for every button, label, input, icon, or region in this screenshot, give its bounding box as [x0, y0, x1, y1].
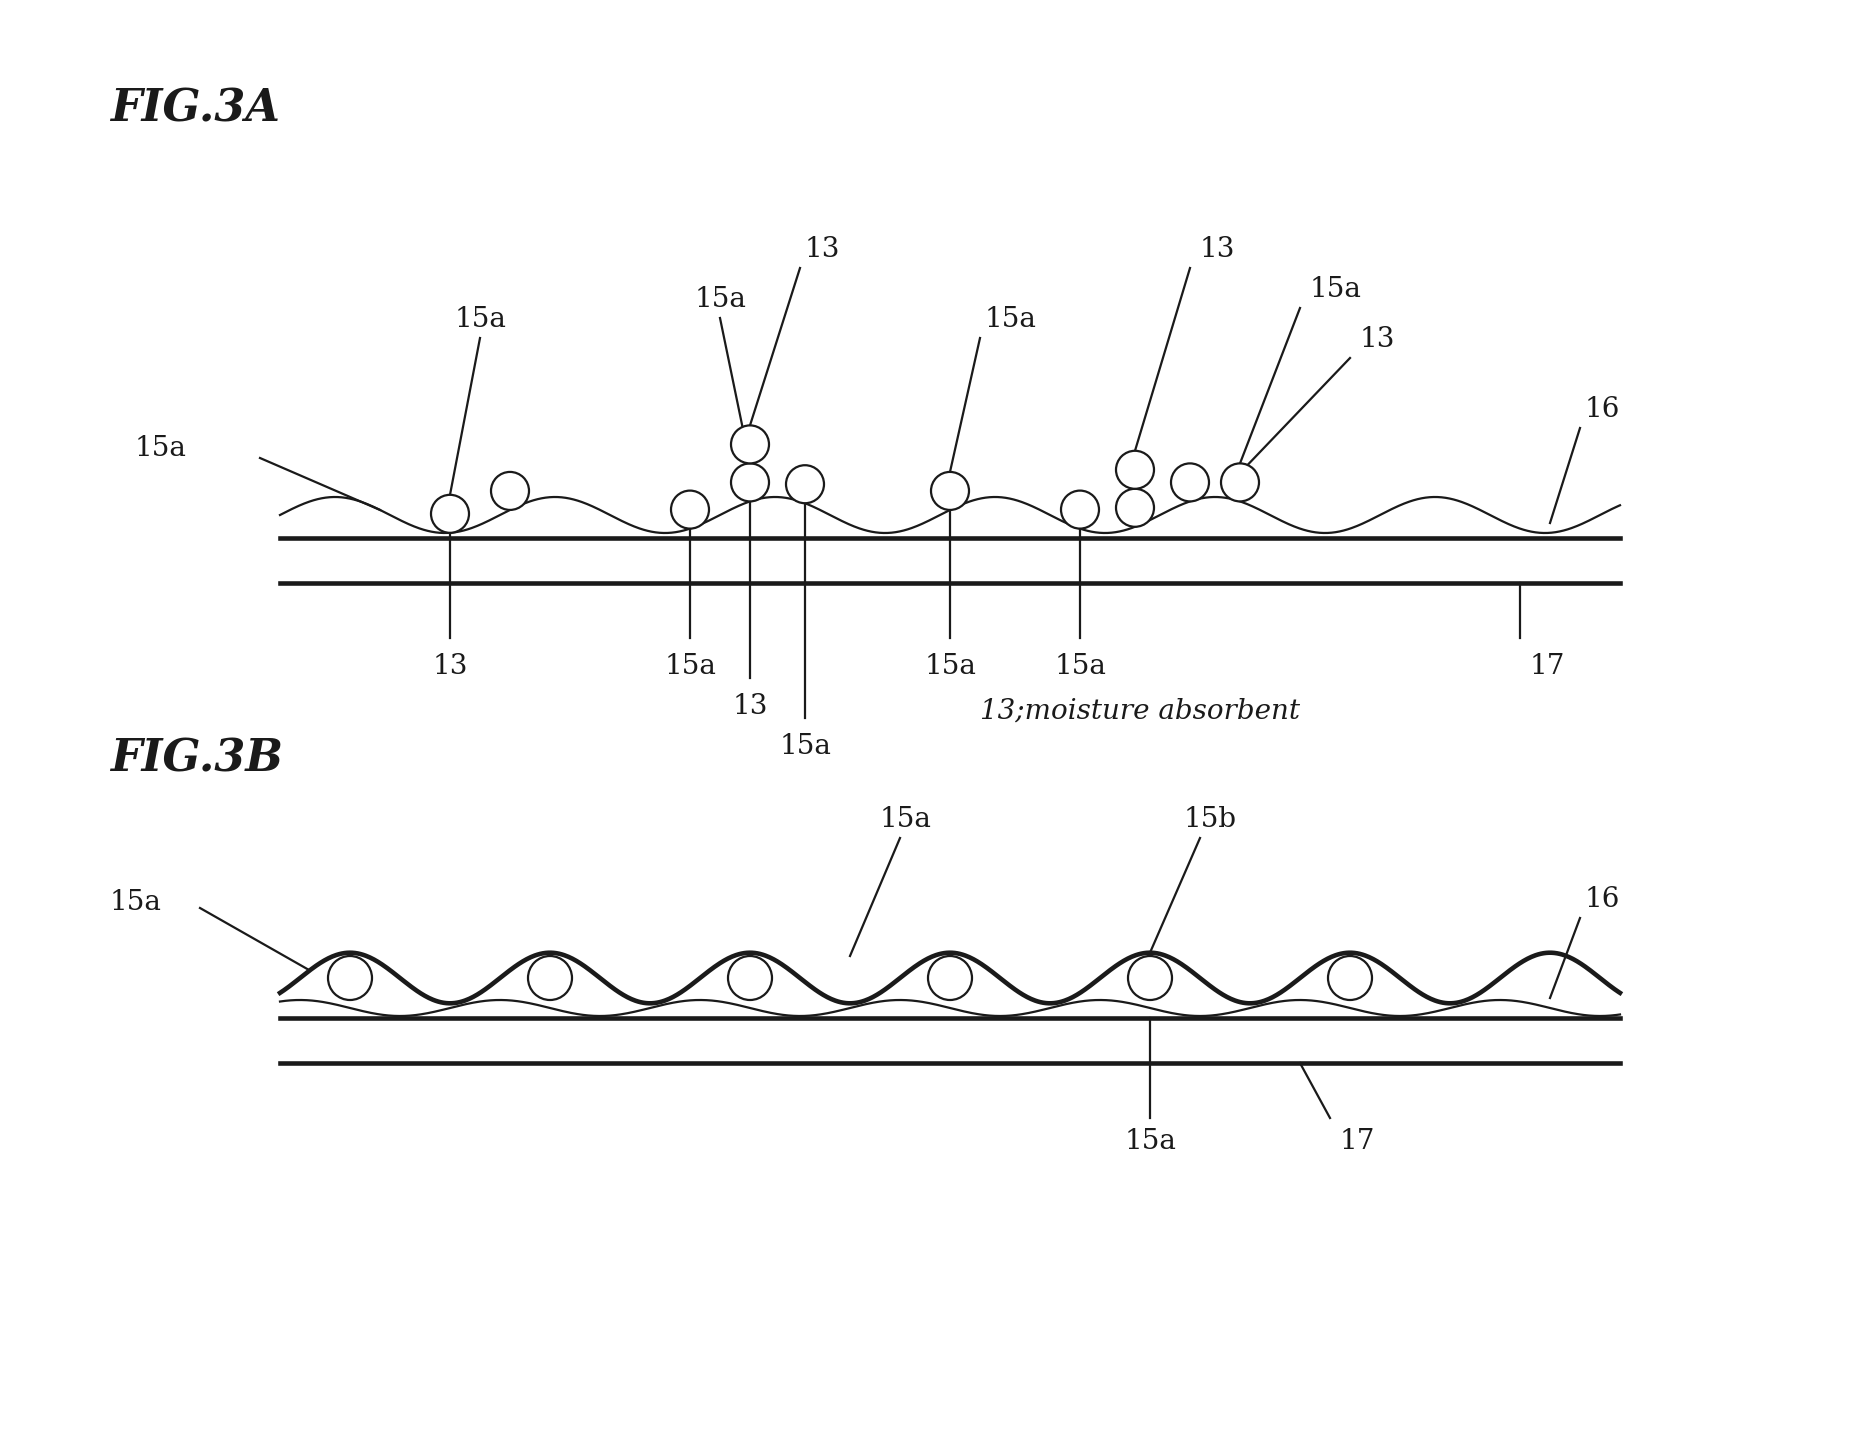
Text: 15a: 15a: [454, 306, 506, 334]
Text: 15a: 15a: [780, 733, 832, 761]
Circle shape: [1128, 956, 1172, 999]
Circle shape: [728, 956, 772, 999]
Text: 15a: 15a: [1124, 1127, 1176, 1155]
Circle shape: [1061, 490, 1100, 529]
Circle shape: [1171, 463, 1210, 502]
Circle shape: [929, 956, 971, 999]
Circle shape: [731, 426, 769, 463]
Text: 15a: 15a: [694, 286, 746, 313]
Circle shape: [328, 956, 372, 999]
Text: FIG.3B: FIG.3B: [110, 738, 283, 781]
Circle shape: [785, 466, 824, 503]
Text: 16: 16: [1586, 395, 1621, 423]
Text: 15a: 15a: [1310, 276, 1362, 303]
Text: 15a: 15a: [136, 434, 186, 462]
Circle shape: [1329, 956, 1372, 999]
Text: 16: 16: [1586, 886, 1621, 913]
Circle shape: [1221, 463, 1260, 502]
Text: 15a: 15a: [984, 306, 1037, 334]
Text: 15a: 15a: [110, 890, 162, 916]
Circle shape: [1117, 450, 1154, 489]
Text: FIG.3A: FIG.3A: [110, 88, 279, 131]
Text: 15a: 15a: [1053, 653, 1105, 680]
Text: 13: 13: [1360, 326, 1396, 352]
Text: 15a: 15a: [878, 807, 930, 833]
Text: 15a: 15a: [925, 653, 975, 680]
Circle shape: [491, 472, 529, 510]
Text: 13: 13: [432, 653, 467, 680]
Circle shape: [529, 956, 571, 999]
Text: 13: 13: [733, 693, 769, 720]
Circle shape: [672, 490, 709, 529]
Text: 15b: 15b: [1184, 807, 1236, 833]
Circle shape: [731, 463, 769, 502]
Text: 15a: 15a: [664, 653, 716, 680]
Text: 17: 17: [1340, 1127, 1375, 1155]
Circle shape: [1117, 489, 1154, 526]
Text: 13: 13: [1200, 236, 1236, 263]
Circle shape: [930, 472, 970, 510]
Text: 17: 17: [1530, 653, 1565, 680]
Circle shape: [432, 495, 469, 533]
Text: 13;moisture absorbent: 13;moisture absorbent: [981, 697, 1301, 725]
Text: 13: 13: [806, 236, 841, 263]
